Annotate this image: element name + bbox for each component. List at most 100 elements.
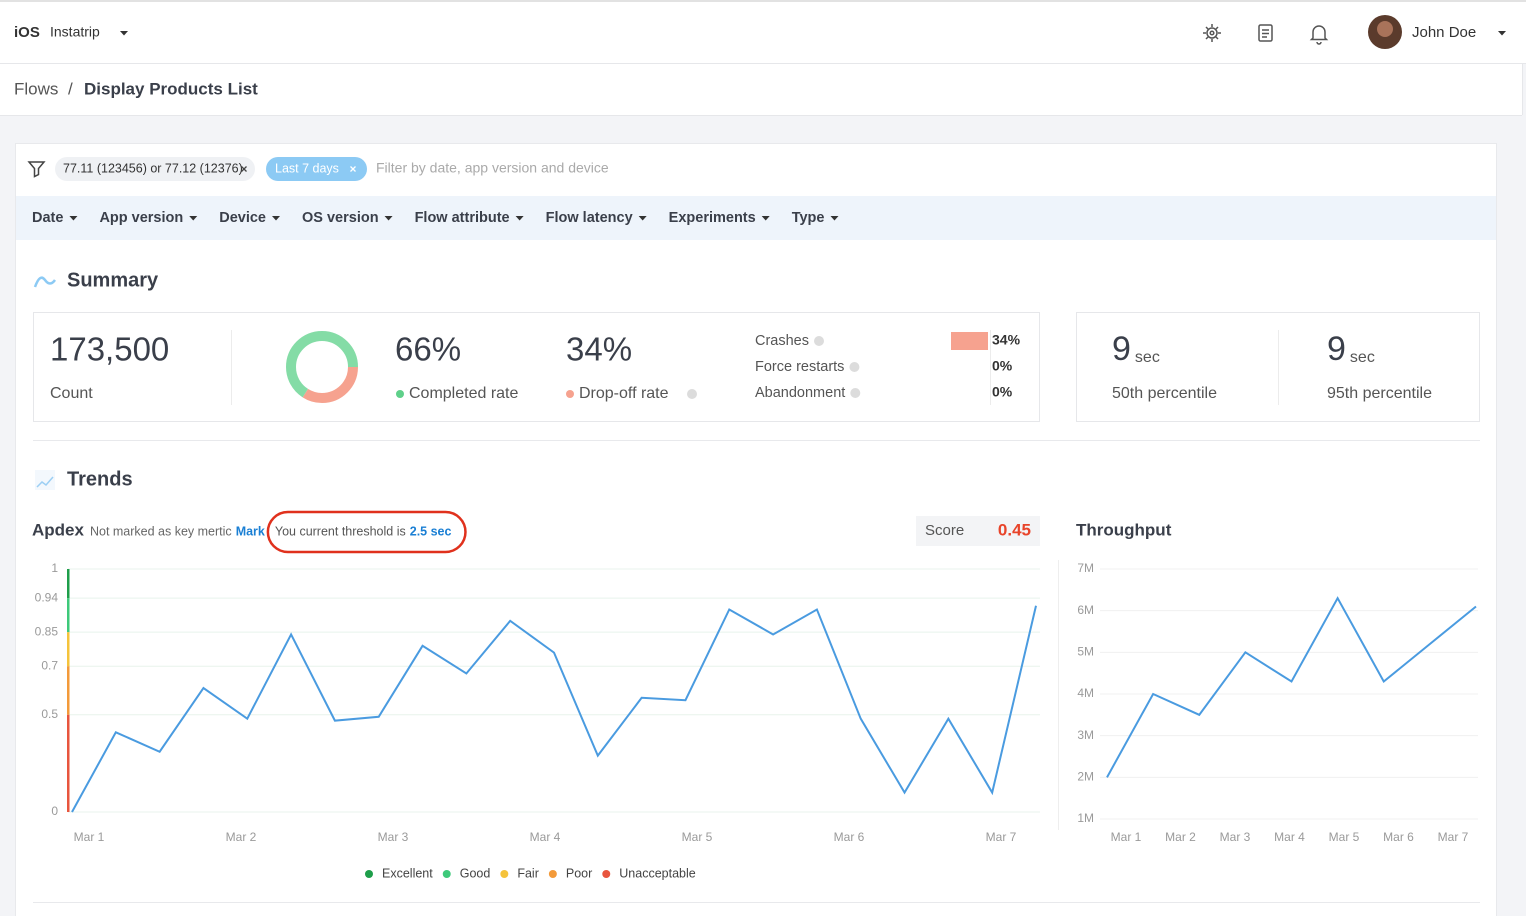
breadcrumb-bar — [0, 64, 1522, 115]
filter-menu-bar — [16, 196, 1496, 240]
filter-chip[interactable] — [266, 157, 367, 181]
legend-dot — [396, 390, 404, 398]
legend-dot — [602, 870, 611, 878]
settings-icon[interactable] — [1203, 24, 1221, 42]
count-value: 173,500 — [50, 331, 169, 368]
filter-menu[interactable]: Flow latency — [546, 210, 633, 226]
breakdown-bar — [951, 332, 988, 350]
info-icon[interactable] — [850, 388, 861, 398]
legend-dot — [365, 870, 373, 878]
chip-close[interactable] — [350, 166, 356, 172]
legend-label: Fair — [517, 866, 539, 880]
percentile-value: 9 — [1112, 330, 1131, 368]
breakdown-value: 34% — [992, 332, 1021, 348]
apdex-band — [67, 632, 70, 667]
caret — [1498, 31, 1506, 36]
top-border — [0, 0, 1526, 2]
filter-input[interactable]: Filter by date, app version and device — [376, 160, 609, 176]
x-tick-label: Mar 7 — [986, 830, 1017, 844]
legend-dot — [566, 390, 574, 398]
percentile-unit: sec — [1350, 349, 1375, 366]
y-tick-label: 0.85 — [35, 624, 59, 638]
filter-chip[interactable] — [55, 157, 255, 181]
legend-label: Good — [460, 866, 491, 880]
breakdown-name: Crashes — [755, 333, 809, 349]
x-tick-label: Mar 6 — [834, 830, 865, 844]
x-tick-label: Mar 3 — [378, 830, 409, 844]
y-tick-label: 7M — [1077, 561, 1094, 575]
platform[interactable]: iOS — [14, 24, 40, 41]
filter-menu[interactable]: Date — [32, 210, 63, 226]
x-tick-label: Mar 2 — [1165, 830, 1196, 844]
breadcrumb-current: Display Products List — [84, 79, 258, 98]
y-tick-label: 0 — [51, 804, 58, 818]
x-tick-label: Mar 2 — [226, 830, 257, 844]
filter-icon — [27, 161, 46, 178]
card — [15, 143, 1497, 916]
score-box — [916, 516, 1040, 546]
caret — [384, 216, 393, 221]
chip-label: Last 7 days — [275, 161, 339, 175]
x-tick-label: Mar 5 — [682, 830, 713, 844]
caret — [120, 31, 128, 36]
percentile-label: 50th percentile — [1112, 385, 1217, 402]
legend-dot — [442, 870, 451, 878]
y-tick-label: 0.5 — [41, 707, 58, 721]
apdex-band — [67, 666, 70, 715]
y-tick-label: 5M — [1077, 645, 1094, 659]
y-tick-label: 0.7 — [41, 658, 58, 672]
y-tick-label: 1M — [1077, 811, 1094, 825]
throughput-line — [1106, 596, 1477, 778]
percentile-value: 9 — [1327, 330, 1346, 368]
docs-icon[interactable] — [1258, 24, 1273, 42]
chip-close[interactable] — [241, 166, 247, 172]
threshold-value[interactable]: 2.5 sec — [410, 524, 452, 538]
filter-menu[interactable]: OS version — [302, 210, 379, 226]
filter-menu[interactable]: Type — [792, 210, 825, 226]
filter-menu[interactable]: Device — [219, 210, 266, 226]
breakdown-value: 0% — [992, 358, 1013, 374]
summary-icon — [33, 276, 57, 288]
breadcrumb-parent[interactable]: Flows — [14, 79, 58, 98]
y-tick-label: 2M — [1077, 770, 1094, 784]
threshold-text: You current threshold is — [275, 524, 406, 538]
apdex-line — [71, 605, 1037, 813]
trends-icon-line — [36, 476, 54, 488]
section-title: Summary — [67, 269, 159, 291]
app-name[interactable]: Instatrip — [50, 24, 100, 40]
chart-title: Apdex — [32, 520, 85, 539]
x-tick-label: Mar 4 — [530, 830, 561, 844]
bell-icon[interactable] — [1309, 25, 1329, 45]
apdex-band — [67, 569, 70, 599]
filter-menu[interactable]: App version — [99, 210, 183, 226]
info-icon[interactable] — [849, 362, 860, 372]
filter-menu[interactable]: Experiments — [669, 210, 756, 226]
filter-menu[interactable]: Flow attribute — [415, 210, 510, 226]
key-metric-note: Not marked as key mertic — [90, 524, 232, 538]
caret — [272, 216, 280, 221]
x-tick-label: Mar 1 — [1111, 830, 1142, 844]
completed-value: 66% — [395, 331, 461, 368]
breakdown-value: 0% — [992, 384, 1013, 400]
score-label: Score — [925, 522, 964, 539]
legend-dot — [548, 870, 557, 878]
breadcrumb-separator: / — [68, 79, 73, 98]
apdex-band — [67, 598, 70, 633]
info-icon[interactable] — [814, 336, 824, 346]
donut-segment — [286, 331, 358, 403]
dropoff-value: 34% — [566, 331, 632, 368]
breakdown-name: Abandonment — [755, 385, 845, 401]
latency-box — [1076, 312, 1480, 422]
chip-label: 77.11 (123456) or 77.12 (12376) — [63, 161, 243, 175]
legend-label: Unacceptable — [619, 866, 695, 880]
y-tick-label: 6M — [1077, 603, 1094, 617]
score-value: 0.45 — [998, 520, 1031, 539]
info-icon[interactable] — [687, 389, 697, 399]
caret — [830, 216, 839, 221]
avatar-face — [1377, 21, 1393, 37]
breakdown-name: Force restarts — [755, 359, 844, 375]
x-tick-label: Mar 6 — [1383, 830, 1414, 844]
user-name[interactable]: John Doe — [1412, 24, 1476, 41]
mark-link[interactable]: Mark — [236, 524, 265, 538]
caret — [515, 216, 524, 221]
